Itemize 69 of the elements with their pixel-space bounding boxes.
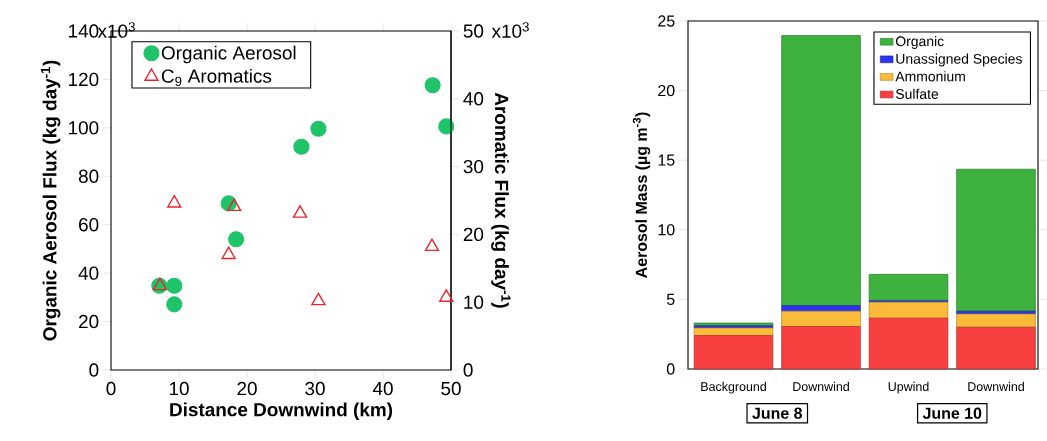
y-tick-label: 140 — [69, 24, 99, 38]
x-axis-title: Distance Downwind (km) — [170, 402, 393, 421]
bar — [693, 327, 774, 336]
x-tick-label: 20 — [237, 381, 257, 396]
x-tick-label: 40 — [372, 381, 393, 396]
y2-tick-label: 20 — [463, 227, 484, 242]
y-tick-label: 80 — [78, 169, 99, 183]
bar — [868, 273, 949, 302]
y-tick-label: 0 — [89, 363, 99, 377]
bar — [956, 326, 1036, 370]
bar — [868, 301, 949, 319]
y-tick-label: 60 — [79, 218, 99, 232]
text: June 10 — [922, 407, 982, 419]
point — [292, 205, 308, 218]
point — [310, 120, 327, 137]
y-tick-label: 100 — [69, 121, 99, 135]
legend-label: Ammonium — [895, 71, 965, 82]
annotation: x10$^{3}$ — [97, 22, 135, 38]
point — [226, 198, 242, 212]
x-tick-label: Downwind — [968, 381, 1024, 391]
y-tick-label: 40 — [78, 266, 99, 280]
legend-label: C$_{9}$ Aromatics — [161, 68, 272, 87]
point — [293, 138, 310, 155]
y-tick-label: 15 — [658, 154, 675, 166]
y-tick-label: 0 — [666, 363, 675, 375]
bar — [868, 317, 949, 370]
point — [167, 195, 182, 208]
text: June 8 — [752, 407, 803, 419]
y-axis-title: Aerosol Mass (µg m$^{-3}$) — [632, 112, 651, 278]
point — [166, 296, 183, 313]
x-tick-label: 10 — [169, 381, 189, 396]
x-tick-label: 50 — [441, 381, 461, 396]
text: x10$^{3}$ — [491, 22, 529, 38]
y2-tick-label: 40 — [463, 92, 484, 106]
point — [439, 289, 454, 302]
point — [311, 292, 326, 306]
x-tick-label: Upwind — [888, 381, 929, 394]
point — [424, 77, 441, 94]
bar — [781, 326, 861, 370]
bar — [956, 168, 1036, 312]
point — [228, 231, 245, 248]
legend-label: Organic Aerosol — [161, 45, 296, 64]
point — [166, 277, 183, 294]
y2-tick-label: 30 — [463, 159, 484, 174]
bar — [781, 35, 861, 306]
x-tick-label: Background — [701, 381, 766, 394]
y2-tick-label: 0 — [463, 363, 473, 377]
x-tick-label: Downwind — [793, 381, 849, 391]
y-tick-label: 20 — [658, 84, 675, 97]
legend-label: Organic — [895, 35, 944, 49]
y2-tick-label: 50 — [463, 24, 484, 38]
point — [424, 238, 440, 252]
bar — [693, 335, 774, 370]
point — [221, 246, 236, 260]
y-tick-label: 5 — [666, 293, 675, 305]
bar — [956, 313, 1036, 328]
y-tick-label: 120 — [69, 72, 99, 87]
y-axis-title: Organic Aerosol Flux (kg day$^{-1}$) — [41, 60, 61, 341]
bar — [781, 310, 861, 327]
y-tick-label: 20 — [79, 314, 99, 329]
x-tick-label: 30 — [305, 381, 325, 396]
y2-tick-label: 10 — [464, 295, 484, 309]
bar — [781, 305, 861, 312]
y-tick-label: 10 — [658, 224, 675, 236]
legend-label: Unassigned Species — [896, 53, 1022, 67]
x-tick-label: 0 — [106, 381, 116, 396]
y-tick-label: 25 — [658, 15, 675, 27]
legend-label: Sulfate — [895, 88, 939, 99]
y2-axis-title: Aromatic Flux (kg day$^{-1}$) — [491, 92, 511, 308]
